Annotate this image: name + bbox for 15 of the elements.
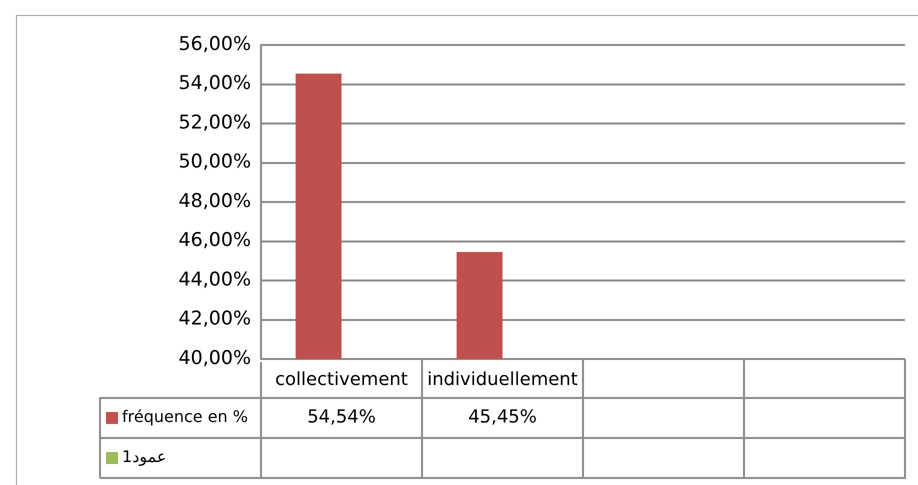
x-tick-label: individuellement xyxy=(427,369,578,390)
legend-label: عمود1 xyxy=(122,447,166,466)
y-tick-label: 56,00% xyxy=(178,32,251,55)
legend-label: fréquence en % xyxy=(122,407,248,426)
data-label: 54,54% xyxy=(307,406,376,428)
y-tick-label: 48,00% xyxy=(178,190,251,212)
y-tick-label: 46,00% xyxy=(178,229,251,252)
data-label: 45,45% xyxy=(468,406,537,428)
y-tick-label: 40,00% xyxy=(178,346,251,369)
x-tick-label: collectivement xyxy=(275,369,408,390)
y-tick-label: 52,00% xyxy=(178,111,251,134)
y-tick-label: 50,00% xyxy=(178,150,251,173)
y-tick-label: 54,00% xyxy=(178,72,251,94)
y-tick-label: 44,00% xyxy=(178,268,251,290)
y-tick-label: 42,00% xyxy=(178,308,251,330)
